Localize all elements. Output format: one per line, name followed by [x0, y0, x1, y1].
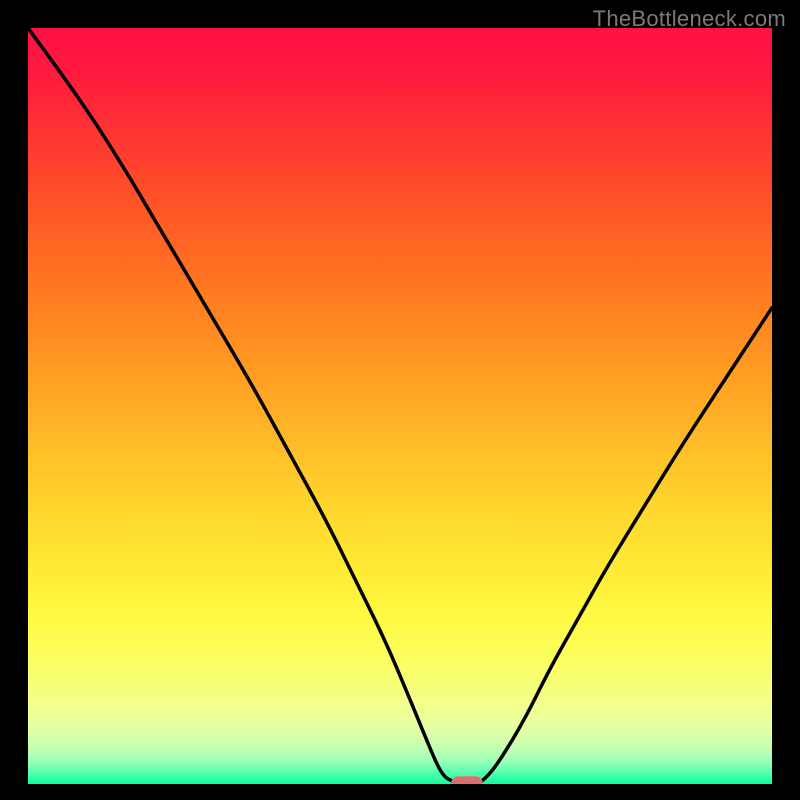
chart-frame: TheBottleneck.com	[0, 0, 800, 800]
gradient-background	[28, 28, 772, 784]
plot-svg	[28, 28, 772, 784]
optimal-marker	[451, 776, 482, 784]
watermark-text: TheBottleneck.com	[593, 6, 786, 32]
plot-area	[28, 28, 772, 784]
